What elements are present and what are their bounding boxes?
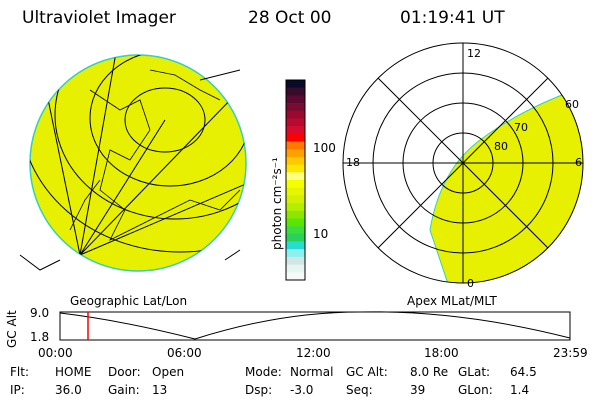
status-key: IP: [10,383,25,397]
mlt-12: 12 [467,47,481,60]
alt-ylabel: GC Alt [5,310,19,348]
colorbar [285,79,306,281]
altitude-plot [59,311,571,341]
status-value: 64.5 [510,365,537,379]
colorbar-segment [286,156,305,165]
status-key: Flt: [10,365,29,379]
alt-xtick: 06:00 [167,346,202,360]
colorbar-segment [286,256,305,265]
colorbar-segment [286,226,305,235]
status-value: 39 [410,383,426,397]
mlt-0: 0 [467,277,474,290]
colorbar-segment [286,103,305,112]
status-key: Door: [108,365,141,379]
mlat-80: 80 [494,140,508,153]
alt-xtick: 18:00 [424,346,459,360]
alt-ytick: 9.0 [30,306,50,320]
status-value: 13 [152,383,168,397]
mlt-6: 6 [575,156,582,169]
mlt-18: 18 [346,156,360,169]
colorbar-segment [286,233,305,242]
colorbar-segment [286,272,305,281]
status-key: GLat: [458,365,491,379]
status-value: Normal [290,365,334,379]
date: 28 Oct 00 [248,8,332,28]
colorbar-segment [286,149,305,158]
colorbar-segment [286,118,305,127]
status-value: HOME [55,365,92,379]
colorbar-segment [286,133,305,142]
colorbar-segment [286,95,305,104]
colorbar-segment [286,241,305,250]
status-value: 1.4 [510,383,530,397]
colorbar-segment [286,249,305,258]
mlat-60: 60 [565,98,579,111]
colorbar-segment [286,126,305,135]
status-key: Dsp: [245,383,273,397]
status-key: Seq: [346,383,373,397]
colorbar-segment [286,172,305,181]
alt-xtick: 00:00 [38,346,73,360]
colorbar-segment [286,180,305,188]
colorbar-tick-10: 10 [313,227,329,241]
status-key: Mode: [245,365,282,379]
geo-label: Geographic Lat/Lon [70,294,188,308]
polar-label: Apex MLat/MLT [407,294,497,308]
status-value: -3.0 [290,383,314,397]
status-key: Gain: [108,383,140,397]
status-value: Open [152,365,185,379]
colorbar-segment [286,110,305,119]
mlat-70: 70 [514,121,528,134]
geographic-map [19,54,247,272]
alt-xtick: 23:59 [553,346,588,360]
status-value: 36.0 [55,383,82,397]
colorbar-segment [286,141,305,150]
colorbar-label: photon cm⁻²s⁻¹ [270,157,284,250]
colorbar-segment [286,218,305,227]
title: Ultraviolet Imager [22,8,176,28]
colorbar-segment [286,80,305,88]
time: 01:19:41 UT [400,8,505,28]
colorbar-segment [286,187,305,196]
status-key: GLon: [458,383,493,397]
colorbar-segment [286,264,305,273]
colorbar-segment [286,210,305,219]
alt-ytick: 1.8 [30,330,50,344]
status-key: GC Alt: [346,365,388,379]
colorbar-segment [286,164,305,173]
colorbar-tick-100: 100 [313,141,336,155]
colorbar-segment [286,203,305,212]
alt-xtick: 12:00 [296,346,331,360]
polar-map [342,42,584,284]
status-value: 8.0 Re [410,365,449,379]
colorbar-segment [286,195,305,204]
colorbar-segment [286,87,305,96]
